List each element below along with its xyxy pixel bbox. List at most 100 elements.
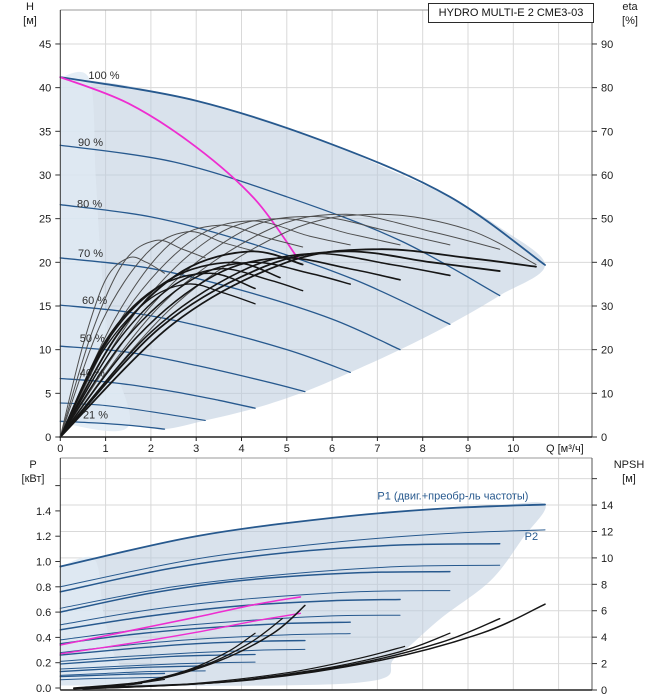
y-left-tick-label: 45 — [39, 39, 51, 51]
eta-curve-2p-90 — [59, 213, 501, 438]
y-right-tick-label: 70 — [601, 126, 613, 138]
curve-label: 80 % — [77, 198, 102, 210]
eta-curve-2p-50 — [59, 224, 304, 438]
speed-curve-80 — [59, 204, 451, 325]
speed-curve-21 — [59, 420, 166, 430]
x-tick-label: 1 — [103, 443, 109, 455]
curve-label: 70 % — [78, 248, 103, 260]
x-tick-label: 4 — [238, 443, 244, 455]
npsh-curve-1p-60 — [73, 682, 143, 690]
y-right-tick-label: 0 — [601, 685, 607, 697]
eta-curve-tot-90 — [59, 250, 501, 438]
y-right-tick-label: 8 — [601, 579, 607, 591]
p2-curve-21 — [59, 676, 165, 681]
y-left-tick-label: 0 — [45, 432, 51, 444]
y-right-axis-unit-label: eta — [622, 1, 638, 13]
curve-label: 100 % — [88, 70, 119, 82]
p1-curve-90 — [59, 543, 501, 593]
p1-curve-50 — [59, 639, 306, 656]
eta-curve-tot-50 — [59, 268, 304, 438]
y-left-axis-unit-label: H — [26, 1, 34, 13]
curve-label: 40 % — [80, 368, 105, 380]
min-flow-band — [60, 71, 131, 432]
x-axis-unit-label: Q [м³/ч] — [546, 443, 584, 455]
curve-label: 21 % — [83, 410, 108, 422]
y-left-tick-label: 1.4 — [36, 506, 51, 518]
p1-curve-80 — [59, 570, 451, 613]
curve-label: 50 % — [80, 333, 105, 345]
x-tick-label: 3 — [193, 443, 199, 455]
y-right-tick-label: 20 — [601, 345, 613, 357]
x-tick-label: 5 — [284, 443, 290, 455]
p1-curve-30 — [59, 665, 206, 673]
duty-power-curve-p1 — [59, 596, 302, 646]
y-left-tick-label: 30 — [39, 170, 51, 182]
y-right-tick-label: 6 — [601, 606, 607, 618]
p2-curve-40 — [59, 661, 256, 670]
y-left-tick-label: 1.0 — [36, 557, 51, 569]
y-left-tick-label: 0.0 — [36, 683, 51, 695]
eta-curve-2p-30 — [59, 239, 206, 438]
chart-title: HYDRO MULTI-E 2 CME3-03 — [428, 3, 594, 23]
speed-curve-70 — [59, 257, 401, 351]
npsh-curve-2p-70 — [82, 645, 406, 690]
eta-curve-2p-21 — [59, 256, 165, 438]
p1-curve-21 — [59, 672, 166, 678]
curve-label: 60 % — [82, 295, 107, 307]
y-left-tick-label: 0.4 — [36, 632, 51, 644]
y-right-tick-label: 0 — [601, 432, 607, 444]
y-right-tick-label: 4 — [601, 632, 607, 644]
y-left-tick-label: 20 — [39, 257, 51, 269]
eta-curve-tot-80 — [59, 252, 451, 438]
x-tick-label: 2 — [148, 443, 154, 455]
p2-curve-90 — [59, 564, 501, 609]
y-right-tick-label: 14 — [601, 500, 613, 512]
y-right-tick-label: 12 — [601, 526, 613, 538]
eta-curve-1p-80 — [59, 272, 256, 438]
eta-curve-2p-100 — [59, 213, 537, 438]
y-right-tick-label: 10 — [601, 388, 613, 400]
eta-curve-2p-40 — [59, 231, 256, 438]
y-left-tick-label: 0.2 — [36, 658, 51, 670]
p1-curve-70 — [59, 598, 401, 631]
p2-curve-80 — [59, 590, 451, 626]
power-npsh-chart: 0.0 0.2 0.4 0.6 0.8 1.0 1.2 1.4 0 2 4 6 8 10 12 14 P [кВт… — [22, 457, 645, 697]
y-left-tick-label: 15 — [39, 301, 51, 313]
speed-curve-100 — [59, 76, 546, 266]
x-tick-label: 7 — [374, 443, 380, 455]
duty-power-curve-p2 — [59, 612, 302, 655]
curve-label: 90 % — [78, 137, 103, 149]
x-tick-label: 10 — [507, 443, 519, 455]
x-tick-label: 0 — [57, 443, 63, 455]
operating-envelope — [60, 77, 546, 430]
y-right-tick-label: 2 — [601, 659, 607, 671]
duty-curve — [59, 76, 300, 260]
y-right-axis-unit-label: [%] — [622, 15, 638, 27]
y-right-tick-label: 50 — [601, 214, 613, 226]
y-right-tick-label: 40 — [601, 257, 613, 269]
p1-curve-60 — [59, 621, 351, 645]
y-left-tick-label: 5 — [45, 388, 51, 400]
y-right-tick-label: 80 — [601, 83, 613, 95]
y-right-tick-label: 90 — [601, 39, 613, 51]
eta-curve-tot-100 — [59, 248, 537, 438]
y-left-tick-label: 40 — [39, 83, 51, 95]
x-tick-label: 6 — [329, 443, 335, 455]
curve-label: P2 — [525, 531, 538, 543]
p2-curve-100 — [59, 529, 546, 588]
curve-label: P1 (двиг.+преобр-ль частоты) — [377, 491, 528, 503]
p1-curve-40 — [59, 653, 256, 665]
y-right-axis-unit-label: [м] — [622, 473, 636, 485]
eta-curve-tot-70 — [59, 257, 401, 438]
p2-curve-30 — [59, 670, 206, 676]
y-right-tick-label: 60 — [601, 170, 613, 182]
y-left-axis-unit-label: [кВт] — [22, 473, 45, 485]
y-right-tick-label: 30 — [601, 301, 613, 313]
p2-curve-50 — [59, 648, 306, 662]
y-right-tick-label: 10 — [601, 553, 613, 565]
speed-curve-90 — [59, 144, 501, 297]
y-right-axis-unit-label: NPSH — [614, 459, 645, 471]
